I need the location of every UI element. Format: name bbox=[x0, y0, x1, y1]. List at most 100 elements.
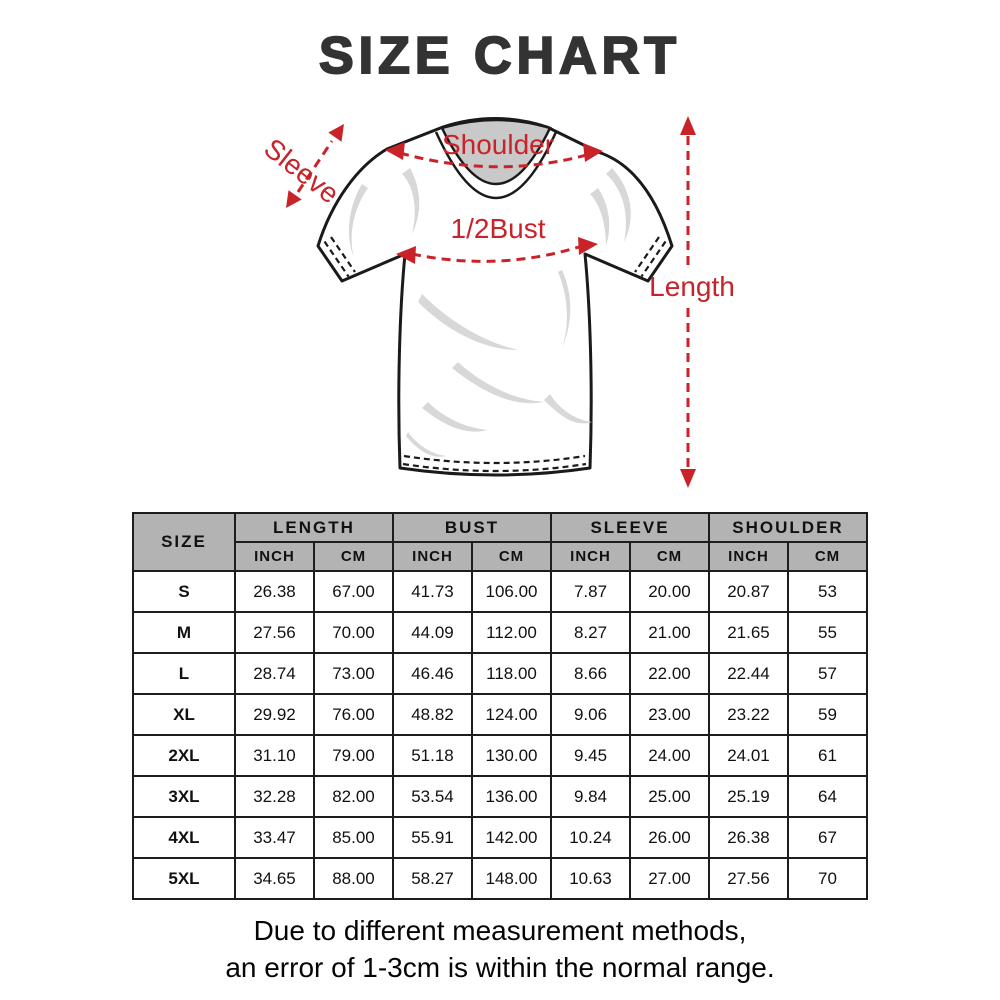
value-cell: 20.87 bbox=[708, 570, 789, 613]
value-cell: 9.06 bbox=[550, 693, 631, 736]
value-cell: 25.00 bbox=[629, 775, 710, 818]
value-cell: 23.22 bbox=[708, 693, 789, 736]
value-cell: 106.00 bbox=[471, 570, 552, 613]
value-cell: 53.54 bbox=[392, 775, 473, 818]
value-cell: 53 bbox=[787, 570, 868, 613]
value-cell: 10.24 bbox=[550, 816, 631, 859]
value-cell: 58.27 bbox=[392, 857, 473, 900]
value-cell: 28.74 bbox=[233, 652, 315, 695]
table-row: S 26.38 67.00 41.73 106.00 7.87 20.00 20.87 53 bbox=[131, 570, 868, 613]
size-cell: 3XL bbox=[131, 775, 236, 818]
value-cell: 46.46 bbox=[392, 652, 473, 695]
size-cell: 5XL bbox=[131, 857, 236, 900]
value-cell: 27.56 bbox=[233, 611, 315, 654]
value-cell: 33.47 bbox=[233, 816, 315, 859]
value-cell: 124.00 bbox=[471, 693, 552, 736]
table-row: M 27.56 70.00 44.09 112.00 8.27 21.00 21.65 55 bbox=[131, 611, 868, 654]
group-header-shoulder: SHOULDER bbox=[708, 512, 868, 543]
size-cell: 2XL bbox=[131, 734, 236, 777]
value-cell: 67 bbox=[787, 816, 868, 859]
value-cell: 130.00 bbox=[471, 734, 552, 777]
tshirt-outline bbox=[316, 117, 674, 477]
value-cell: 10.63 bbox=[550, 857, 631, 900]
wrinkle-shading bbox=[348, 168, 631, 457]
value-cell: 55.91 bbox=[392, 816, 473, 859]
value-cell: 61 bbox=[787, 734, 868, 777]
value-cell: 26.38 bbox=[708, 816, 789, 859]
value-cell: 44.09 bbox=[392, 611, 473, 654]
tshirt-illustration: Sleeve Shoulder 1/2Bust Le bbox=[260, 116, 735, 488]
group-header-sleeve: SLEEVE bbox=[550, 512, 710, 543]
value-cell: 70.00 bbox=[312, 611, 395, 654]
value-cell: 9.45 bbox=[550, 734, 631, 777]
value-cell: 112.00 bbox=[471, 611, 552, 654]
size-cell: XL bbox=[131, 693, 236, 736]
unit-header-sleeve-cm: CM bbox=[629, 541, 710, 572]
size-cell: S bbox=[131, 570, 236, 613]
value-cell: 8.66 bbox=[550, 652, 631, 695]
unit-header-shoulder-cm: CM bbox=[787, 541, 868, 572]
tshirt-measurement-diagram: Sleeve Shoulder 1/2Bust Le bbox=[260, 96, 740, 506]
value-cell: 148.00 bbox=[471, 857, 552, 900]
value-cell: 34.65 bbox=[233, 857, 315, 900]
value-cell: 24.00 bbox=[629, 734, 710, 777]
unit-header-shoulder-inch: INCH bbox=[708, 541, 789, 572]
length-label: Length bbox=[649, 271, 735, 302]
value-cell: 27.56 bbox=[708, 857, 789, 900]
table-row: 2XL 31.10 79.00 51.18 130.00 9.45 24.00 24.01 61 bbox=[131, 734, 868, 777]
measurement-note: Due to different measurement methods, an… bbox=[0, 913, 1000, 987]
size-column-header: SIZE bbox=[131, 512, 236, 572]
value-cell: 73.00 bbox=[312, 652, 395, 695]
hem-stitching bbox=[402, 454, 587, 473]
value-cell: 64 bbox=[787, 775, 868, 818]
value-cell: 142.00 bbox=[471, 816, 552, 859]
size-cell: 4XL bbox=[131, 816, 236, 859]
group-header-bust: BUST bbox=[392, 512, 552, 543]
value-cell: 59 bbox=[787, 693, 868, 736]
table-row: L 28.74 73.00 46.46 118.00 8.66 22.00 22.44 57 bbox=[131, 652, 868, 695]
value-cell: 22.00 bbox=[629, 652, 710, 695]
value-cell: 136.00 bbox=[471, 775, 552, 818]
collar bbox=[434, 118, 558, 200]
value-cell: 27.00 bbox=[629, 857, 710, 900]
value-cell: 48.82 bbox=[392, 693, 473, 736]
value-cell: 21.00 bbox=[629, 611, 710, 654]
shoulder-label: Shoulder bbox=[442, 129, 554, 160]
value-cell: 79.00 bbox=[312, 734, 395, 777]
value-cell: 55 bbox=[787, 611, 868, 654]
unit-header-length-cm: CM bbox=[312, 541, 395, 572]
shoulder-arrow bbox=[385, 142, 603, 169]
value-cell: 41.73 bbox=[392, 570, 473, 613]
value-cell: 26.38 bbox=[233, 570, 315, 613]
sleeve-arrow bbox=[286, 124, 344, 208]
size-table: SIZE LENGTH BUST SLEEVE SHOULDER INCH CM… bbox=[131, 512, 868, 900]
value-cell: 7.87 bbox=[550, 570, 631, 613]
value-cell: 8.27 bbox=[550, 611, 631, 654]
table-row: 5XL 34.65 88.00 58.27 148.00 10.63 27.00 27.56 7… bbox=[131, 857, 868, 900]
value-cell: 22.44 bbox=[708, 652, 789, 695]
value-cell: 31.10 bbox=[233, 734, 315, 777]
length-arrow bbox=[680, 116, 696, 488]
bust-label: 1/2Bust bbox=[451, 213, 546, 244]
value-cell: 21.65 bbox=[708, 611, 789, 654]
value-cell: 118.00 bbox=[471, 652, 552, 695]
value-cell: 88.00 bbox=[312, 857, 395, 900]
unit-header-length-inch: INCH bbox=[233, 541, 315, 572]
page-title: SIZE CHART bbox=[318, 26, 681, 86]
value-cell: 67.00 bbox=[312, 570, 395, 613]
size-table-body: S 26.38 67.00 41.73 106.00 7.87 20.00 20.87 53 M 2… bbox=[131, 570, 868, 900]
value-cell: 24.01 bbox=[708, 734, 789, 777]
unit-header-bust-inch: INCH bbox=[392, 541, 473, 572]
value-cell: 82.00 bbox=[312, 775, 395, 818]
value-cell: 85.00 bbox=[312, 816, 395, 859]
table-row: 3XL 32.28 82.00 53.54 136.00 9.84 25.00 25.19 64 bbox=[131, 775, 868, 818]
value-cell: 20.00 bbox=[629, 570, 710, 613]
value-cell: 70 bbox=[787, 857, 868, 900]
value-cell: 51.18 bbox=[392, 734, 473, 777]
size-cell: M bbox=[131, 611, 236, 654]
note-line-2: an error of 1-3cm is within the normal r… bbox=[225, 951, 775, 983]
value-cell: 29.92 bbox=[233, 693, 315, 736]
value-cell: 26.00 bbox=[629, 816, 710, 859]
value-cell: 76.00 bbox=[312, 693, 395, 736]
